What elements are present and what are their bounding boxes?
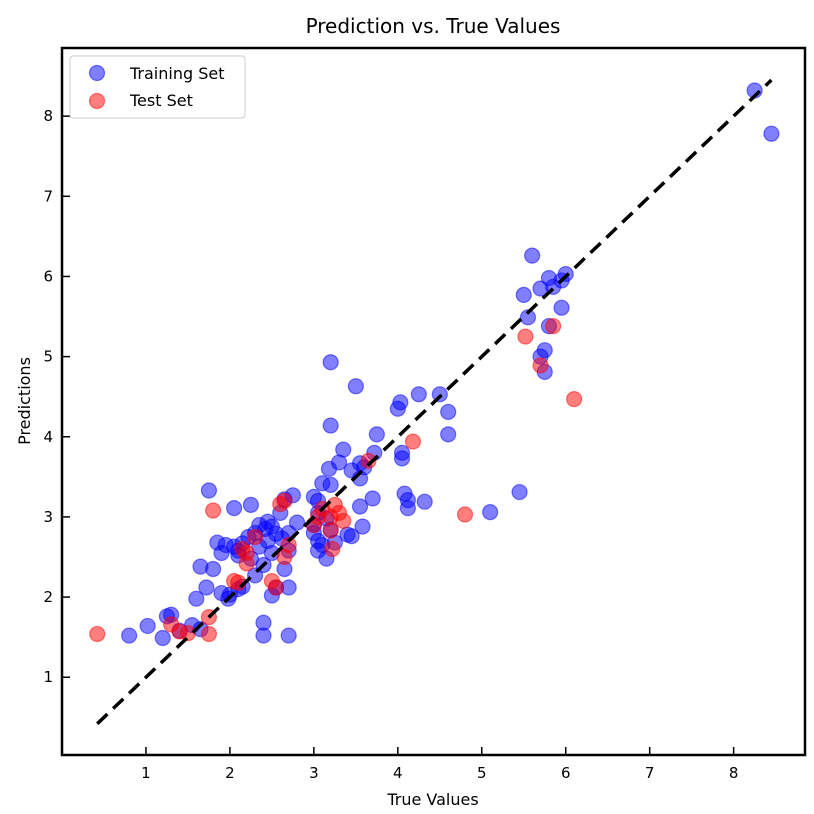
legend-label-training: Training Set [129,64,225,83]
reference-line-layer [96,78,773,726]
data-point-test-set [360,452,377,469]
data-point-test-set [200,625,218,643]
data-point-test-set [566,391,583,408]
data-point-training-set [343,528,360,545]
x-tick-label: 4 [393,764,403,782]
plot-frame [60,46,807,757]
data-point-training-set [482,504,499,521]
x-axis-label: True Values [386,790,478,809]
legend-label-test: Test Set [129,91,193,110]
x-tick-label: 7 [645,764,655,782]
legend-box [69,55,246,119]
data-point-test-set [404,433,422,450]
data-point-test-set [322,522,339,539]
x-tick-label: 1 [141,764,151,782]
data-point-training-set [410,386,427,403]
x-tick-label: 5 [477,764,487,782]
y-tick-label: 5 [43,348,53,366]
data-point-training-set [242,496,259,513]
data-point-training-set [364,490,381,507]
data-point-training-set [351,498,369,515]
data-point-training-set [519,309,537,326]
data-point-training-set [416,493,433,510]
data-point-training-set [188,590,205,607]
data-point-training-set [524,247,541,264]
data-point-test-set [517,328,534,345]
data-point-training-set [226,500,243,517]
y-tick-label: 8 [43,107,53,125]
x-tick-label: 6 [561,764,571,782]
data-point-training-set [368,426,385,443]
data-point-training-set [280,627,297,644]
data-point-training-set [393,450,411,467]
data-point-training-set [322,417,339,434]
x-tick-label: 8 [729,764,739,782]
data-point-test-set [276,548,293,566]
x-tick-label: 3 [309,764,319,782]
y-tick-label: 6 [43,267,53,285]
data-point-training-set [553,299,570,316]
data-point-test-set [272,496,289,513]
legend-marker-training [88,64,106,82]
y-tick-label: 2 [43,588,53,606]
ticks-layer: 1 2 3 4 5 6 7 8 1 2 3 4 5 6 7 8 [43,107,738,782]
data-point-training-set [354,518,371,535]
data-point-test-set [532,357,549,374]
data-point-test-set [545,318,562,335]
data-point-test-set [267,579,285,596]
data-point-training-set [198,579,215,596]
data-point-training-set [288,514,306,531]
data-point-training-set [440,403,457,421]
data-point-training-set [440,426,457,443]
data-point-test-set [456,506,474,523]
data-point-training-set [322,354,339,371]
data-point-training-set [399,500,416,517]
y-tick-label: 4 [43,428,53,446]
x-tick-label: 2 [225,764,235,782]
data-point-training-set [347,378,364,395]
chart-title: Prediction vs. True Values [306,14,561,38]
data-point-training-set [763,125,780,142]
y-axis-label: Predictions [15,357,34,445]
identity-reference-line [96,78,773,726]
data-point-test-set [238,555,255,572]
data-point-training-set [322,476,339,493]
data-point-training-set [154,629,171,647]
y-tick-label: 3 [43,508,53,526]
data-point-training-set [255,627,272,644]
data-point-test-set [205,502,222,519]
data-point-test-set [179,625,197,642]
data-point-training-set [320,460,338,477]
data-point-training-set [205,560,222,578]
y-tick-label: 7 [43,187,53,205]
data-point-training-set [515,286,532,303]
data-point-training-set [139,617,156,635]
data-point-test-set [324,540,341,558]
data-point-training-set [213,544,230,562]
legend: Training Set Test Set [69,55,246,119]
y-tick-label: 1 [43,668,53,686]
data-point-training-set [200,482,218,499]
legend-marker-test [88,92,106,110]
data-point-training-set [389,400,406,417]
data-point-training-set [121,627,138,644]
data-point-test-set [247,528,264,546]
data-point-test-set [89,625,106,643]
data-point-training-set [511,483,528,501]
data-point-test-set [335,512,352,530]
